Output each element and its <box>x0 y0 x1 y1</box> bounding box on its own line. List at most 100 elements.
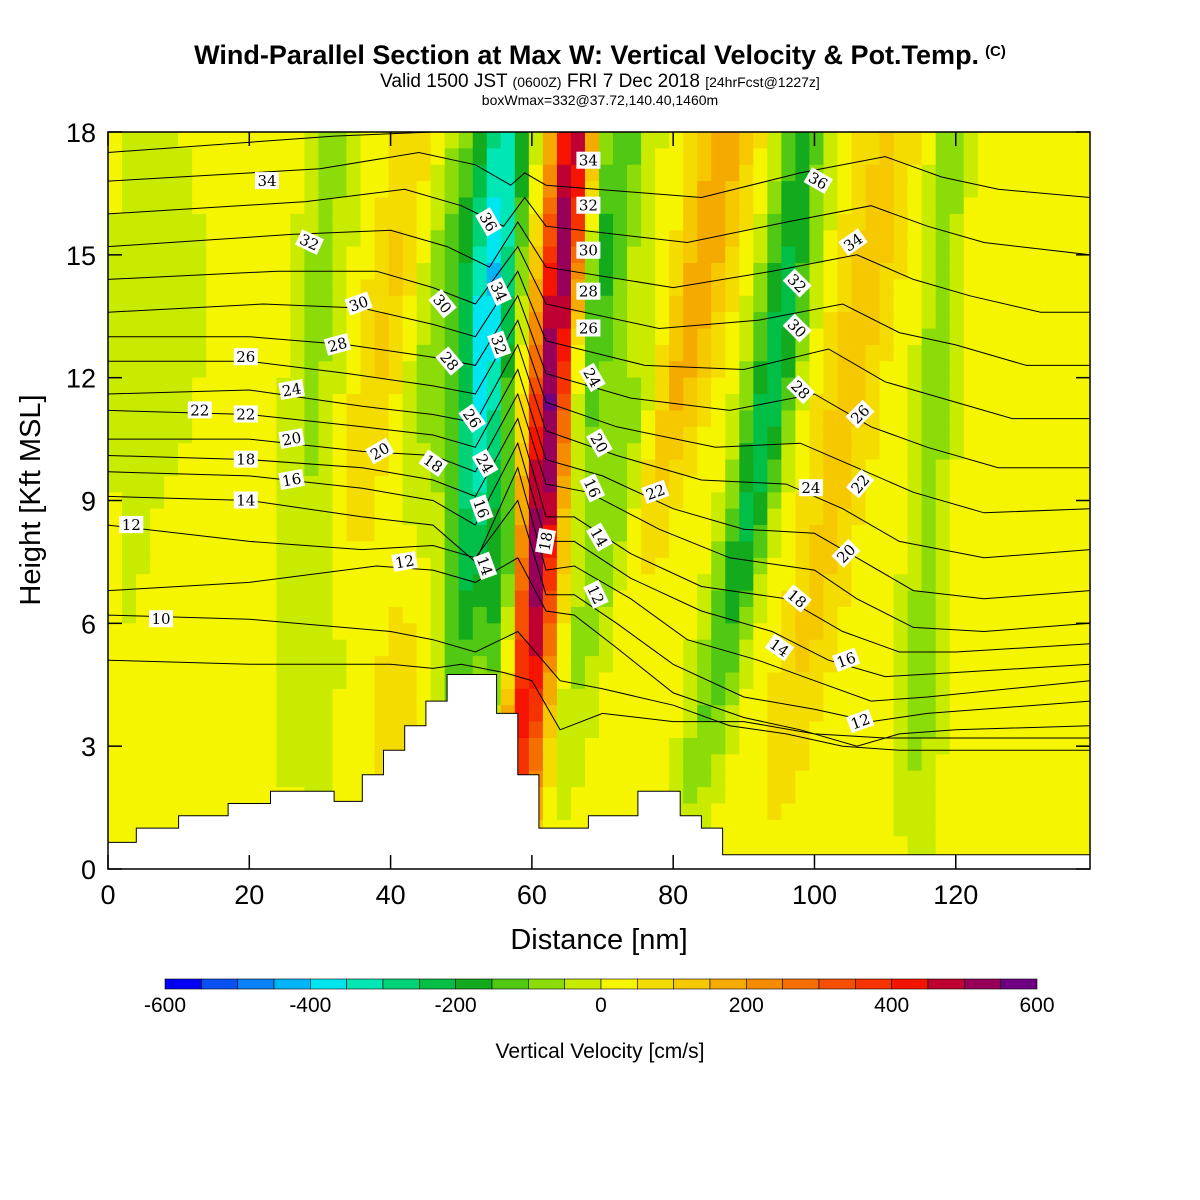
heatmap-cell <box>893 246 909 264</box>
heatmap-cell <box>697 623 712 641</box>
heatmap-cell <box>893 508 909 526</box>
heatmap-cell <box>1061 295 1077 313</box>
heatmap-cell <box>318 770 334 788</box>
heatmap-cell <box>991 410 1007 428</box>
heatmap-cell <box>122 557 137 575</box>
chart-info-line: boxWmax=332@37.72,140.40,1460m <box>481 92 719 108</box>
heatmap-cell <box>1075 328 1090 346</box>
heatmap-cell <box>767 377 782 395</box>
heatmap-cell <box>150 721 165 739</box>
heatmap-cell <box>192 688 207 706</box>
heatmap-cell <box>613 410 628 428</box>
heatmap-cell <box>500 164 516 182</box>
heatmap-cell <box>206 132 221 149</box>
heatmap-cell <box>991 328 1007 346</box>
heatmap-cell <box>360 148 376 166</box>
heatmap-cell <box>1075 639 1090 657</box>
heatmap-cell <box>178 705 193 723</box>
heatmap-cell <box>725 263 740 280</box>
heatmap-cell <box>697 475 712 493</box>
heatmap-cell <box>683 263 698 280</box>
heatmap-cell <box>767 656 782 674</box>
heatmap-cell <box>178 279 193 297</box>
heatmap-cell <box>388 525 404 543</box>
heatmap-cell <box>584 688 600 706</box>
heatmap-cell <box>641 656 656 674</box>
heatmap-cell <box>767 541 782 559</box>
heatmap-cell <box>528 181 544 199</box>
heatmap-cell <box>697 770 712 788</box>
heatmap-cell <box>500 410 516 428</box>
heatmap-cell <box>795 230 811 248</box>
heatmap-cell <box>683 475 698 493</box>
heatmap-cell <box>865 295 881 313</box>
heatmap-cell <box>108 705 123 723</box>
heatmap-cell <box>542 443 558 461</box>
heatmap-cell <box>164 443 179 461</box>
heatmap-cell <box>248 557 263 575</box>
heatmap-cell <box>963 426 979 444</box>
heatmap-cell <box>599 754 614 772</box>
heatmap-cell <box>641 344 656 362</box>
heatmap-cell <box>921 361 937 379</box>
heatmap-cell <box>949 606 965 624</box>
heatmap-cell <box>893 230 909 248</box>
heatmap-cell <box>318 672 334 690</box>
heatmap-cell <box>711 770 726 788</box>
heatmap-cell <box>949 737 965 755</box>
heatmap-cell <box>416 639 432 657</box>
heatmap-cell <box>220 557 235 575</box>
heatmap-cell <box>977 492 993 510</box>
heatmap-cell <box>1019 656 1035 674</box>
heatmap-cell <box>851 263 867 280</box>
heatmap-cell <box>767 443 782 461</box>
contour-label-box <box>782 268 812 298</box>
heatmap-cell <box>655 246 670 264</box>
heatmap-cell <box>570 590 586 608</box>
heatmap-cell <box>795 639 811 657</box>
heatmap-cell <box>472 656 488 674</box>
heatmap-cell <box>220 737 235 755</box>
heatmap-cell <box>795 672 811 690</box>
heatmap-cell <box>500 230 516 248</box>
heatmap-cell <box>220 344 235 362</box>
contour-label: 32 <box>487 330 512 359</box>
heatmap-cell <box>1033 836 1049 854</box>
heatmap-cell <box>655 656 670 674</box>
heatmap-cell <box>584 263 600 280</box>
heatmap-cell <box>262 230 277 248</box>
heatmap-cell <box>753 459 768 477</box>
heatmap-cell <box>528 132 544 149</box>
heatmap-cell <box>318 197 334 215</box>
heatmap-cell <box>893 312 909 330</box>
heatmap-cell <box>767 590 782 608</box>
colorbar-swatch <box>382 978 420 990</box>
heatmap-cell <box>851 295 867 313</box>
heatmap-cell <box>486 410 502 428</box>
heatmap-cell <box>1061 344 1077 362</box>
heatmap-cell <box>627 181 642 199</box>
heatmap-cell <box>627 721 642 739</box>
heatmap-cell <box>402 672 418 690</box>
colorbar-swatch <box>782 978 820 990</box>
heatmap-cell <box>837 181 853 199</box>
heatmap-cell <box>528 688 544 706</box>
heatmap-cell <box>963 705 979 723</box>
heatmap-cell <box>108 525 123 543</box>
heatmap-cell <box>528 705 544 723</box>
heatmap-cell <box>150 361 165 379</box>
contour-label: 14 <box>233 491 258 510</box>
heatmap-cell <box>178 459 193 477</box>
heatmap-cell <box>234 623 249 641</box>
heatmap-cell <box>500 213 516 231</box>
heatmap-cell <box>416 213 432 231</box>
heatmap-cell <box>150 295 165 313</box>
heatmap-cell <box>458 164 474 182</box>
heatmap-cell <box>1075 606 1090 624</box>
heatmap-cell <box>276 721 291 739</box>
contour-label-text: 28 <box>326 334 349 356</box>
heatmap-cell <box>599 639 614 657</box>
heatmap-cell <box>108 721 123 739</box>
heatmap-cell <box>472 295 488 313</box>
heatmap-cell <box>949 230 965 248</box>
